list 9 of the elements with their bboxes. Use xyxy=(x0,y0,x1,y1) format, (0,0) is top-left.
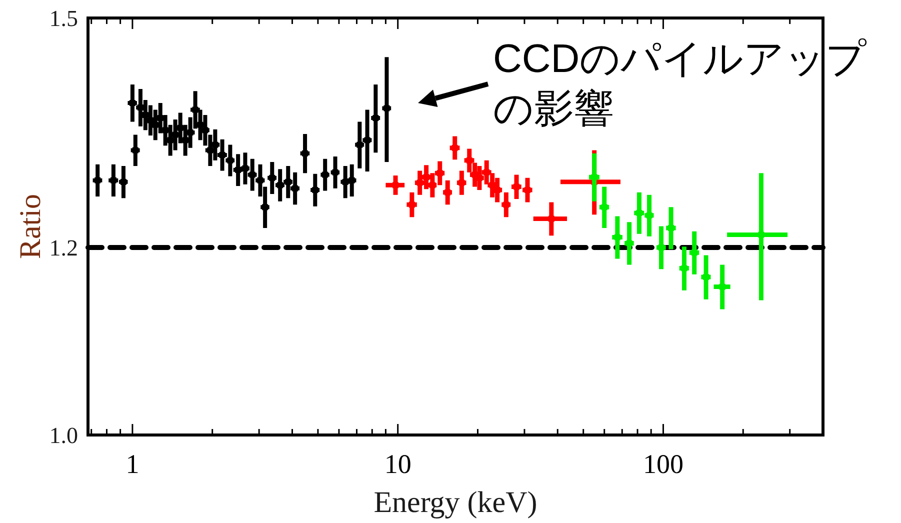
y-tick-label: 1.0 xyxy=(49,423,78,448)
y-tick-label: 1.2 xyxy=(49,235,78,260)
x-tick-label: 1 xyxy=(126,449,140,479)
x-tick-label: 10 xyxy=(384,449,412,479)
y-axis-title: Ratio xyxy=(14,194,47,259)
annotation: CCDのパイルアップの影響 xyxy=(493,37,868,131)
x-tick-label: 100 xyxy=(642,449,684,479)
y-tick-label: 1.5 xyxy=(49,6,78,31)
x-axis-title: Energy (keV) xyxy=(374,486,538,519)
